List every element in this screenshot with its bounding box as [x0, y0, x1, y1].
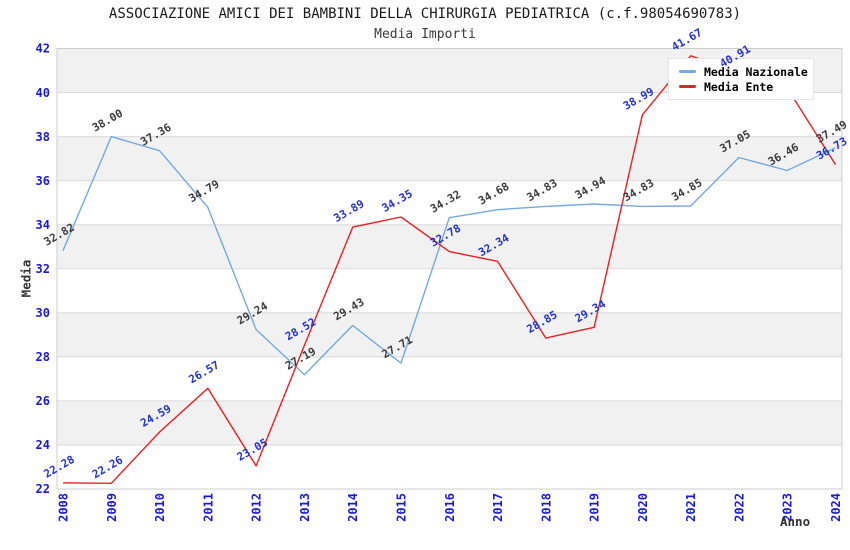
plot-border	[56, 48, 843, 490]
svg-text:41.67: 41.67	[669, 26, 704, 54]
svg-text:2015: 2015	[394, 493, 408, 522]
svg-text:24.59: 24.59	[138, 402, 173, 430]
svg-text:38: 38	[36, 130, 50, 144]
svg-text:40: 40	[36, 86, 50, 100]
series-line-media-nazionale	[62, 135, 836, 376]
svg-text:34.85: 34.85	[669, 176, 704, 204]
svg-text:30: 30	[36, 306, 50, 320]
grid-bands	[57, 48, 842, 445]
svg-text:22: 22	[36, 482, 50, 496]
svg-text:38.00: 38.00	[90, 107, 125, 135]
svg-text:37.05: 37.05	[718, 128, 753, 156]
legend-label-media-ente: Media Ente	[704, 79, 774, 94]
svg-text:34.68: 34.68	[476, 180, 511, 208]
svg-text:2009: 2009	[105, 493, 119, 522]
chart-title: ASSOCIAZIONE AMICI DEI BAMBINI DELLA CHI…	[108, 6, 742, 22]
media-ente-line-swatch	[679, 85, 696, 88]
svg-text:29.34: 29.34	[573, 297, 609, 325]
svg-text:33.89: 33.89	[331, 197, 366, 225]
svg-text:2008: 2008	[57, 493, 71, 522]
svg-text:34.79: 34.79	[186, 177, 221, 205]
media-nazionale-line-swatch	[679, 70, 696, 73]
svg-text:34.83: 34.83	[524, 176, 559, 204]
chart-subtitle: Media Importi	[374, 27, 476, 42]
svg-text:2017: 2017	[491, 493, 505, 522]
legend-item-media-nazionale: Media Nazionale	[679, 64, 813, 79]
svg-text:32.34: 32.34	[476, 231, 512, 259]
svg-text:28.52: 28.52	[283, 315, 318, 343]
svg-text:42: 42	[36, 42, 50, 56]
svg-text:27.71: 27.71	[380, 333, 416, 361]
svg-text:22.26: 22.26	[90, 453, 126, 481]
svg-text:29.24: 29.24	[235, 299, 271, 327]
svg-text:32: 32	[36, 262, 50, 276]
svg-text:34.35: 34.35	[380, 187, 415, 215]
svg-text:32.78: 32.78	[428, 222, 463, 250]
svg-text:2019: 2019	[588, 493, 602, 522]
svg-text:27.19: 27.19	[283, 345, 318, 373]
y-tick-labels: 22 24 26 28 30 32 34 36 38 40 42	[36, 42, 50, 497]
svg-text:2023: 2023	[781, 493, 795, 522]
chart-legend: Media Nazionale Media Ente	[668, 58, 814, 100]
svg-text:28.85: 28.85	[524, 308, 559, 336]
svg-text:2021: 2021	[684, 493, 698, 522]
svg-text:34.32: 34.32	[428, 188, 463, 216]
svg-text:38.99: 38.99	[621, 85, 656, 113]
legend-item-media-ente: Media Ente	[679, 79, 813, 94]
x-axis-title: Anno	[780, 514, 811, 529]
svg-text:24: 24	[36, 438, 50, 452]
svg-text:2011: 2011	[201, 493, 215, 522]
svg-text:2022: 2022	[732, 493, 746, 522]
svg-text:2016: 2016	[443, 493, 457, 522]
svg-text:2020: 2020	[636, 493, 650, 522]
svg-text:26: 26	[36, 394, 50, 408]
svg-text:2024: 2024	[829, 493, 843, 522]
svg-text:34: 34	[36, 218, 50, 232]
svg-text:23.05: 23.05	[235, 436, 270, 464]
svg-text:29.43: 29.43	[331, 295, 366, 323]
svg-text:36.46: 36.46	[766, 140, 802, 168]
point-labels-media-ente: 22.28 22.26 24.59 26.57 23.05 28.52 33.89 34.35…	[42, 26, 850, 481]
svg-text:34.94: 34.94	[573, 174, 609, 202]
svg-text:40.91: 40.91	[718, 42, 754, 70]
svg-text:26.57: 26.57	[186, 358, 221, 386]
x-tick-labels: 2008 2009 2010 2011 2012 2013 2014 2015 2016 2017…	[57, 493, 844, 522]
svg-text:2012: 2012	[250, 493, 264, 522]
svg-text:34.83: 34.83	[621, 176, 656, 204]
svg-text:36: 36	[36, 174, 50, 188]
svg-text:2014: 2014	[346, 493, 360, 522]
legend-label-media-nazionale: Media Nazionale	[704, 64, 808, 79]
svg-text:22.28: 22.28	[42, 453, 77, 481]
svg-text:28: 28	[36, 350, 50, 364]
svg-text:2013: 2013	[298, 493, 312, 522]
svg-text:37.36: 37.36	[138, 121, 174, 149]
svg-text:2018: 2018	[539, 493, 553, 522]
svg-text:32.82: 32.82	[42, 221, 77, 249]
svg-text:2010: 2010	[153, 493, 167, 522]
